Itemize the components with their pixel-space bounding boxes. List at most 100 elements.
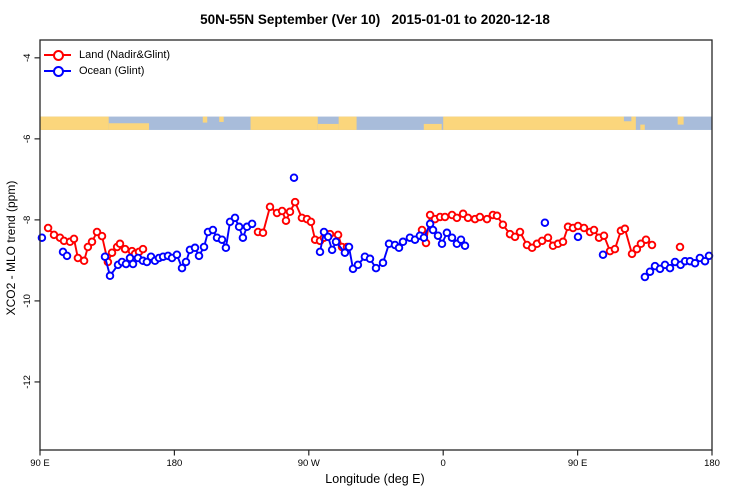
data-point: [306, 217, 316, 227]
data-point: [107, 248, 117, 257]
y-axis: -4 -6 -8 -10 -12: [22, 54, 40, 389]
map-strip-land-segment: [443, 116, 636, 130]
data-point: [177, 263, 187, 273]
map-strip-land-segment: [423, 123, 442, 130]
data-point: [105, 271, 115, 281]
data-point: [641, 235, 651, 244]
data-point: [428, 225, 438, 235]
data-point: [217, 235, 227, 244]
data-point: [447, 233, 457, 242]
data-point: [558, 237, 568, 247]
data-point: [589, 225, 599, 235]
map-strip-land-segment: [250, 116, 318, 130]
data-point: [69, 234, 79, 244]
series-land: [43, 197, 685, 267]
x-tick-label: 180: [166, 458, 182, 469]
data-point: [700, 256, 710, 266]
data-point: [340, 248, 350, 257]
data-point: [331, 237, 341, 247]
x-tick-label: 90 E: [30, 458, 50, 469]
data-point: [460, 241, 470, 251]
data-point: [579, 223, 589, 233]
legend-label-ocean: Ocean (Glint): [79, 65, 145, 77]
data-point: [456, 235, 466, 244]
data-point: [265, 202, 275, 212]
data-point: [62, 251, 72, 261]
data-point: [610, 244, 620, 254]
data-point: [378, 258, 388, 268]
data-point: [199, 242, 209, 252]
data-point: [353, 260, 363, 270]
data-point: [181, 257, 191, 267]
data-point: [620, 224, 630, 234]
data-point: [573, 232, 583, 242]
x-tick-label: 90 E: [568, 458, 588, 469]
map-strip-land-segment: [108, 123, 150, 130]
data-point: [234, 222, 244, 232]
data-point: [442, 228, 452, 238]
map-strip-land-segment: [202, 116, 208, 123]
data-point: [645, 267, 655, 276]
data-point: [285, 207, 295, 217]
data-point: [365, 254, 375, 264]
data-point: [172, 250, 182, 259]
data-point: [492, 211, 502, 221]
data-point: [419, 233, 429, 242]
data-point: [452, 213, 462, 223]
data-point: [475, 212, 485, 222]
data-point: [277, 206, 287, 216]
data-point: [43, 223, 53, 233]
data-point: [675, 242, 685, 252]
map-strip: [40, 116, 712, 130]
data-point: [482, 214, 492, 224]
data-point: [627, 249, 637, 259]
data-point: [142, 257, 152, 267]
data-point: [230, 213, 240, 223]
x-axis-label: Longitude (deg E): [325, 472, 425, 486]
legend-item-land: Land (Nadir&Glint): [44, 47, 170, 63]
y-tick-label: -6: [22, 135, 33, 143]
data-point: [704, 251, 714, 261]
y-tick-label: -4: [22, 54, 33, 62]
y-tick-label: -8: [22, 216, 33, 224]
data-point: [83, 242, 93, 252]
series-ocean: [37, 173, 714, 282]
data-point: [394, 243, 404, 253]
data-point: [87, 237, 97, 247]
data-point: [647, 240, 657, 250]
data-point: [120, 244, 130, 254]
y-tick-label: -10: [22, 294, 33, 308]
ocean-series-marker-icon: [44, 66, 71, 77]
map-strip-land-segment: [40, 116, 109, 130]
plot-box: [39, 39, 713, 451]
data-point: [433, 231, 443, 240]
data-point: [598, 250, 608, 259]
data-point: [440, 212, 450, 222]
legend-label-land: Land (Nadir&Glint): [79, 49, 171, 61]
y-axis-label: XCO2 - MLO trend (ppm): [4, 180, 18, 316]
data-point: [333, 230, 343, 240]
legend: Land (Nadir&Glint) Ocean (Glint): [44, 47, 170, 79]
data-point: [221, 243, 231, 253]
data-point: [258, 228, 268, 238]
chart-title: 50N-55N September (Ver 10) 2015-01-01 to…: [200, 12, 550, 27]
data-point: [323, 232, 333, 242]
data-point: [327, 245, 337, 255]
map-strip-land-segment: [317, 123, 339, 130]
legend-item-ocean: Ocean (Glint): [44, 63, 170, 79]
data-point: [128, 259, 138, 269]
data-point: [437, 239, 447, 249]
data-point: [344, 242, 354, 252]
map-strip-ocean-patch: [623, 116, 632, 122]
data-point: [238, 233, 248, 242]
data-point: [190, 243, 200, 253]
data-point: [510, 232, 520, 242]
x-tick-label: 0: [441, 458, 446, 469]
x-tick-label: 90 W: [298, 458, 320, 469]
map-strip-land-segment: [338, 116, 357, 130]
data-point: [540, 218, 550, 227]
data-point: [100, 252, 110, 261]
data-point: [208, 225, 218, 235]
